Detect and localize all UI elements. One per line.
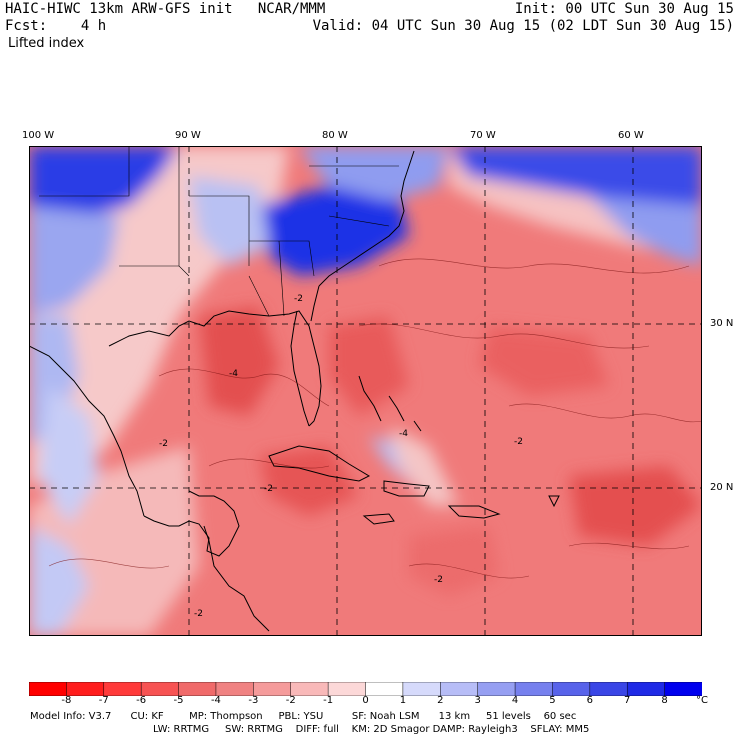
valid-time: Valid: 04 UTC Sun 30 Aug 15 (02 LDT Sun …	[312, 18, 734, 34]
colorbar-svg	[28, 681, 703, 697]
colorbar-tick-label: -3	[248, 695, 259, 706]
contour-label: -2	[294, 294, 303, 304]
colorbar-tick-label: -4	[210, 695, 221, 706]
contour-label: -4	[399, 429, 408, 439]
coastlines	[29, 150, 560, 632]
colorbar-tick-label: -6	[136, 695, 147, 706]
lon-label-70w: 70 W	[470, 130, 496, 141]
colorbar	[28, 681, 703, 697]
lon-label-90w: 90 W	[175, 130, 201, 141]
model-info-line1: Model Info: V3.7 CU: KF MP: Thompson PBL…	[30, 711, 577, 722]
map-svg: -2 -4 -2 -2 -4 -2 -2 -2	[29, 146, 702, 636]
colorbar-swatch	[140, 681, 180, 697]
init-time: Init: 00 UTC Sun 30 Aug 15	[514, 1, 734, 17]
forecast-hour: Fcst: 4 h	[5, 18, 107, 34]
colorbar-tick-label: 5	[549, 695, 556, 706]
lon-label-60w: 60 W	[618, 130, 644, 141]
lifted-index-map: -2 -4 -2 -2 -4 -2 -2 -2	[29, 146, 702, 636]
lat-lon-grid	[29, 146, 702, 636]
colorbar-tick-label: -8	[61, 695, 72, 706]
colorbar-swatch	[178, 681, 217, 697]
colorbar-tick-label: 8	[661, 695, 668, 706]
colorbar-tick-label: -7	[98, 695, 109, 706]
colorbar-tick-label: -5	[173, 695, 184, 706]
colorbar-swatch	[365, 681, 404, 697]
model-title: HAIC-HIWC 13km ARW-GFS init NCAR/MMM	[5, 1, 326, 17]
colorbar-swatch	[402, 681, 442, 697]
lat-label-30n: 30 N	[710, 318, 734, 329]
contour-label: -2	[159, 439, 168, 449]
field-shading	[29, 146, 702, 636]
colorbar-tick-label: 6	[586, 695, 594, 706]
colorbar-tick-label: 7	[624, 695, 631, 706]
contour-lines	[48, 258, 702, 579]
contour-label: -2	[194, 609, 203, 619]
field-name: Lifted index	[8, 36, 85, 51]
contour-label: -2	[434, 575, 443, 585]
colorbar-tick-label: 1	[399, 695, 407, 706]
contour-label: -4	[229, 369, 238, 379]
colorbar-tick-label: 3	[474, 695, 481, 706]
lat-label-20n: 20 N	[710, 482, 734, 493]
colorbar-tick-label: 0	[362, 695, 369, 706]
colorbar-swatch	[327, 681, 367, 697]
contour-label: -2	[264, 484, 273, 494]
lon-label-100w: 100 W	[22, 130, 55, 141]
colorbar-swatch	[253, 681, 292, 697]
colorbar-swatch	[28, 681, 68, 697]
state-borders	[39, 146, 399, 317]
colorbar-unit: °C	[696, 695, 708, 706]
map-border	[29, 146, 702, 636]
colorbar-swatch	[626, 681, 666, 697]
colorbar-swatch	[589, 681, 628, 697]
colorbar-swatch	[664, 681, 703, 697]
colorbar-labels: -8 -7 -6 -5 -4 -3 -2 -1 0 1 2 3 4 5 6 7 8 °C	[29, 695, 719, 707]
colorbar-tick-label: -2	[285, 695, 296, 706]
colorbar-swatch	[514, 681, 554, 697]
contour-label: -2	[514, 437, 523, 447]
model-info-line2: LW: RRTMG SW: RRTMG DIFF: full KM: 2D Sm…	[153, 724, 590, 735]
colorbar-tick-label: -1	[323, 695, 334, 706]
colorbar-swatch	[552, 681, 591, 697]
colorbar-tick-label: 2	[437, 695, 444, 706]
colorbar-tick-label: 4	[511, 695, 519, 706]
colorbar-swatch	[66, 681, 105, 697]
colorbar-swatch	[290, 681, 329, 697]
lon-label-80w: 80 W	[322, 130, 348, 141]
colorbar-swatch	[440, 681, 479, 697]
colorbar-swatch	[215, 681, 255, 697]
colorbar-swatch	[477, 681, 516, 697]
colorbar-swatch	[103, 681, 142, 697]
